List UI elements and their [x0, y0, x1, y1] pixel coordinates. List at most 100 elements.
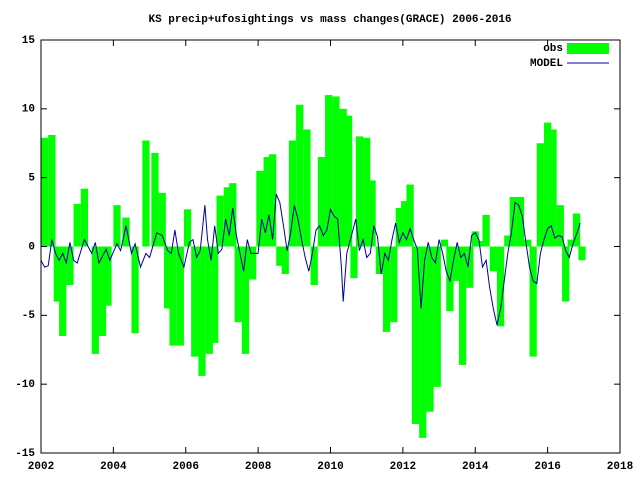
bar: [80, 188, 89, 247]
bar: [562, 246, 570, 302]
bar: [276, 246, 284, 266]
bar: [509, 196, 517, 247]
legend-label: MODEL: [530, 58, 563, 70]
bar: [249, 246, 257, 280]
bar: [544, 122, 552, 247]
bar: [390, 246, 398, 323]
bar: [169, 246, 177, 346]
bar: [191, 246, 199, 357]
x-tick-label: 2006: [173, 461, 199, 473]
bar: [440, 239, 449, 247]
bar: [131, 246, 139, 334]
x-tick-label: 2002: [28, 461, 54, 473]
bar: [122, 217, 130, 247]
bar: [303, 129, 311, 247]
bar: [578, 246, 586, 261]
bar: [536, 143, 545, 247]
bar: [229, 183, 237, 247]
x-tick-label: 2010: [317, 461, 343, 473]
bar: [198, 246, 206, 376]
chart-title: KS precip+ufosightings vs mass changes(G…: [148, 14, 511, 26]
bar: [296, 104, 304, 247]
bar: [211, 246, 219, 343]
x-tick-label: 2008: [245, 461, 272, 473]
bar: [489, 246, 497, 272]
bar: [471, 231, 479, 247]
bar: [241, 246, 250, 354]
bar: [350, 246, 358, 279]
bar: [41, 137, 49, 247]
bar: [496, 246, 505, 327]
bar: [395, 207, 403, 247]
x-tick-label: 2012: [390, 461, 416, 473]
bar: [355, 136, 364, 247]
bar: [98, 246, 107, 336]
bar: [363, 137, 371, 247]
bar: [183, 209, 192, 247]
bar: [325, 95, 333, 247]
y-tick-label: -15: [15, 448, 35, 460]
bar: [73, 203, 81, 247]
bar: [263, 157, 271, 247]
bar: [104, 246, 112, 306]
bar: [317, 157, 326, 247]
bar: [466, 246, 474, 288]
bar: [411, 246, 420, 425]
y-tick-label: 15: [22, 35, 36, 47]
bar: [458, 246, 467, 365]
y-tick-label: 0: [28, 241, 35, 253]
bar: [344, 115, 353, 247]
x-tick-label: 2004: [100, 461, 127, 473]
bar: [288, 140, 297, 247]
y-tick-label: 10: [22, 104, 35, 116]
y-tick-label: -5: [22, 310, 36, 322]
x-tick-label: 2016: [534, 461, 560, 473]
bar: [556, 205, 564, 247]
bar: [151, 152, 159, 247]
bar: [406, 184, 414, 247]
bar: [524, 239, 532, 247]
bar: [419, 246, 427, 438]
bar: [281, 246, 289, 275]
bar: [332, 96, 340, 247]
x-tick-label: 2014: [462, 461, 489, 473]
bar: [504, 235, 512, 247]
bar: [516, 196, 525, 247]
bar: [176, 246, 184, 346]
bar: [401, 201, 409, 247]
bar: [48, 134, 56, 247]
bar: [433, 246, 441, 387]
bar: [164, 246, 172, 309]
bar: [310, 246, 318, 286]
bar: [216, 195, 224, 247]
bar: [256, 170, 264, 247]
model-line: [40, 193, 581, 326]
bar: [567, 239, 575, 247]
bar: [53, 246, 61, 302]
bar: [91, 246, 99, 354]
bar: [477, 240, 485, 247]
bar: [142, 140, 150, 247]
bar: [451, 246, 459, 281]
bar: [368, 180, 376, 247]
bar: [205, 246, 213, 354]
bar: [382, 246, 391, 332]
bar: [549, 129, 557, 247]
bar: [158, 192, 166, 247]
y-tick-label: 5: [28, 173, 35, 185]
bar: [234, 246, 242, 323]
bar: [482, 214, 490, 247]
bar: [339, 108, 347, 247]
bar: [66, 246, 74, 286]
bar: [572, 213, 581, 247]
legend-label: obs: [543, 43, 563, 55]
y-tick-label: -10: [15, 379, 35, 391]
bar: [426, 246, 434, 412]
bar: [113, 205, 121, 247]
bar: [59, 246, 67, 336]
legend-swatch: [567, 43, 609, 54]
x-tick-label: 2018: [607, 461, 634, 473]
bar: [223, 187, 231, 247]
bar: [268, 154, 277, 247]
